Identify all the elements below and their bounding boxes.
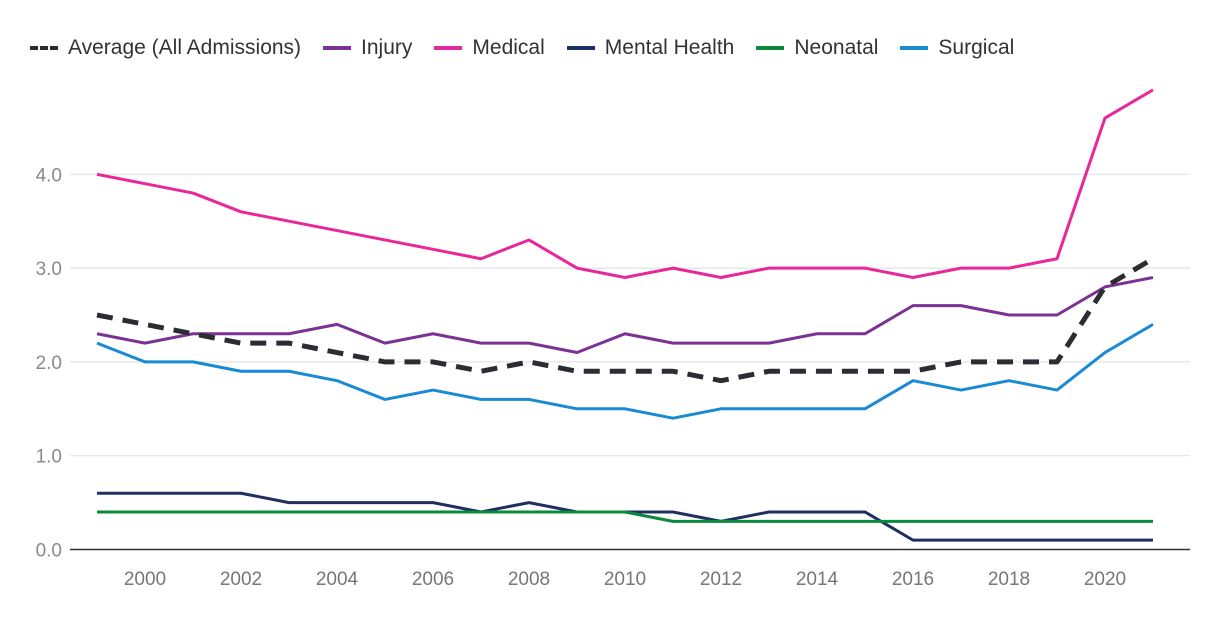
- legend-label: Medical: [472, 36, 545, 59]
- legend: Average (All Admissions) Injury Medical Men…: [30, 36, 1014, 60]
- legend-item: Neonatal: [756, 36, 878, 60]
- legend-swatch: [900, 46, 929, 50]
- y-tick-label: 3.0: [36, 259, 62, 280]
- x-tick-label: 2004: [316, 569, 359, 590]
- legend-item: Mental Health: [566, 36, 735, 60]
- legend-item: Medical: [434, 36, 545, 60]
- legend-swatch: [756, 46, 785, 50]
- x-tick-label: 2012: [700, 569, 742, 590]
- x-tick-label: 2014: [796, 569, 839, 590]
- x-tick-label: 2002: [220, 569, 262, 590]
- series-line-medical: [96, 88, 1154, 279]
- legend-swatch: [434, 46, 463, 50]
- legend-label: Mental Health: [604, 36, 735, 59]
- legend-swatch: [323, 46, 352, 50]
- series-line-injury: [96, 276, 1154, 355]
- x-tick-label: 2000: [124, 569, 166, 590]
- x-tick-label: 2016: [892, 569, 934, 590]
- x-tick-label: 2020: [1084, 569, 1126, 590]
- legend-label: Injury: [361, 36, 413, 59]
- legend-label: Neonatal: [794, 36, 879, 59]
- x-tick-label: 2008: [508, 569, 550, 590]
- legend-swatch: [566, 46, 595, 50]
- legend-item: Surgical: [900, 36, 1014, 60]
- y-tick-label: 1.0: [36, 447, 62, 468]
- y-tick-label: 4.0: [36, 165, 62, 186]
- series-line-surgical: [96, 323, 1154, 420]
- y-tick-label: 0.0: [36, 541, 62, 562]
- x-tick-label: 2018: [988, 569, 1030, 590]
- legend-swatch: [30, 46, 58, 50]
- legend-item: Injury: [323, 36, 412, 60]
- x-tick-label: 2010: [604, 569, 646, 590]
- series-line-average-all-admissions: [96, 256, 1155, 384]
- legend-label: Average (All Admissions): [68, 36, 302, 59]
- legend-label: Surgical: [938, 36, 1015, 59]
- series-line-neonatal: [97, 510, 1153, 523]
- x-tick-label: 2006: [412, 569, 454, 590]
- legend-item: Average (All Admissions): [30, 36, 301, 60]
- y-tick-label: 2.0: [36, 353, 62, 374]
- series-line-mental-health: [97, 491, 1153, 542]
